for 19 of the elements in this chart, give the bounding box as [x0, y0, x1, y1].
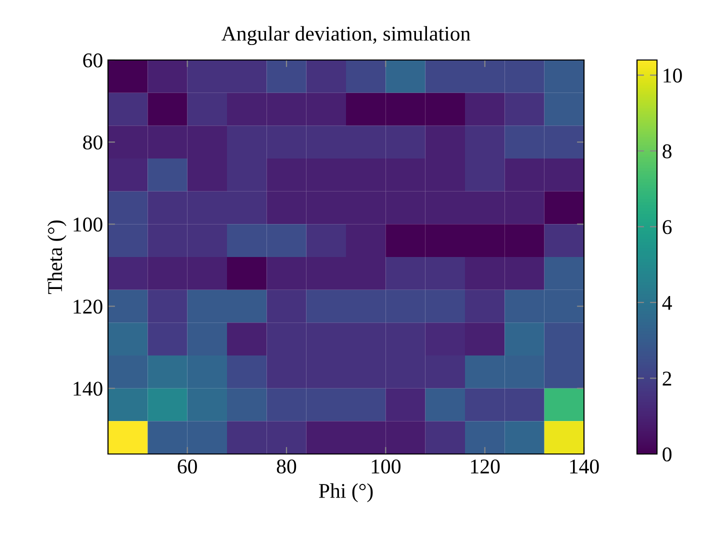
color-bar-label: 2 [662, 372, 672, 386]
y-tick-label: 140 [74, 382, 102, 396]
y-tick-label: 80 [83, 135, 102, 150]
x-tick-label: 60 [178, 459, 197, 474]
color-bar-label: 6 [662, 220, 672, 234]
x-tick-label: 80 [276, 459, 296, 474]
chart-title: Angular deviation, simulation [222, 26, 470, 46]
y-tick-label: 100 [74, 218, 102, 232]
color-bar-label: 8 [662, 144, 672, 158]
x-tick-label: 100 [372, 459, 400, 474]
y-tick-label: 120 [74, 300, 102, 314]
x-tick-label: 120 [471, 459, 500, 474]
y-tick-label: 60 [83, 53, 102, 68]
y-axis-title: Theta (°) [47, 220, 66, 294]
color-bar-label: 4 [662, 296, 672, 310]
color-bar-label: 0 [662, 447, 672, 462]
x-tick-label: 140 [570, 459, 599, 474]
x-axis-title: Phi (°) [319, 483, 373, 502]
color-bar-label: 10 [664, 68, 682, 83]
